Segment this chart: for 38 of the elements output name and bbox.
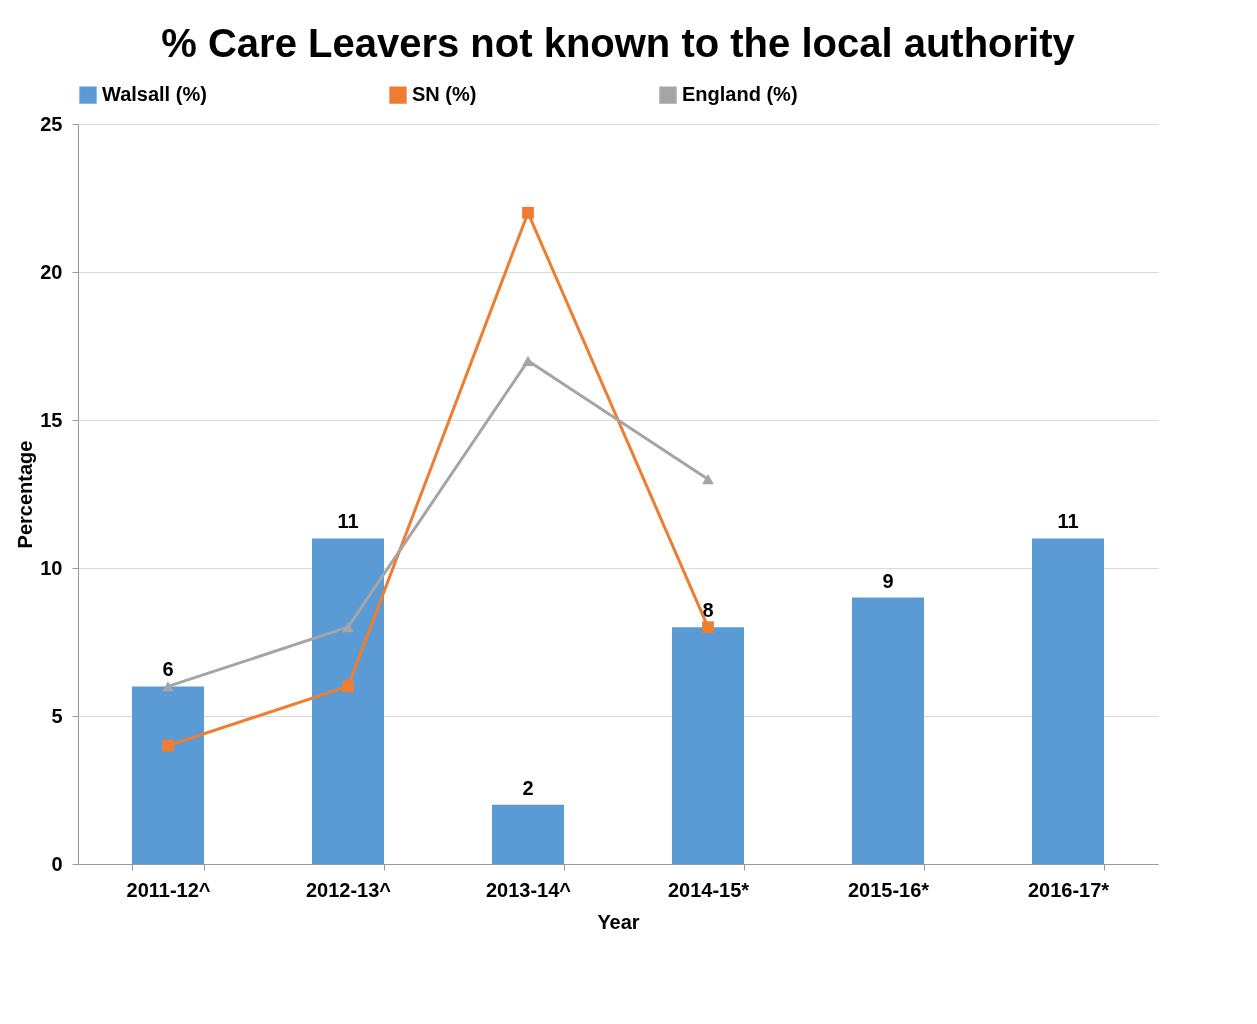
point [342, 680, 354, 693]
bar [672, 627, 744, 864]
bar [312, 538, 384, 864]
x-axis-title: Year [597, 910, 640, 933]
point [342, 622, 354, 633]
data-label: 6 [162, 658, 174, 681]
x-tick-label: 2014-15* [667, 878, 750, 901]
point [162, 739, 174, 752]
y-axis-title: Percentage [14, 440, 37, 549]
chart-title: % Care Leavers not known to the local authority [161, 21, 1076, 65]
bar [852, 597, 924, 864]
legend-label: Walsall (%) [102, 83, 207, 106]
point [522, 355, 534, 366]
legend-label: England (%) [682, 83, 798, 106]
point [162, 681, 174, 692]
x-tick-label: 2015-16* [847, 878, 930, 901]
y-tick-label: 5 [51, 704, 63, 727]
y-tick-label: 25 [40, 112, 63, 135]
x-tick-label: 2012-13^ [305, 878, 392, 901]
data-label: 2 [522, 776, 534, 799]
point [522, 206, 534, 219]
y-tick-label: 0 [51, 852, 63, 875]
point [702, 474, 714, 485]
data-label: 11 [1057, 510, 1079, 533]
data-label: 11 [337, 510, 359, 533]
x-tick-label: 2016-17* [1027, 878, 1110, 901]
legend-label: SN (%) [412, 83, 477, 106]
bar [492, 804, 564, 864]
bar [1032, 538, 1104, 864]
y-tick-label: 10 [40, 556, 63, 579]
data-label: 8 [702, 599, 714, 622]
bar [132, 686, 204, 864]
x-tick-label: 2011-12^ [126, 878, 211, 901]
point [702, 621, 714, 634]
y-tick-label: 20 [40, 260, 63, 283]
data-label: 9 [882, 569, 894, 592]
y-tick-label: 15 [40, 408, 63, 431]
x-tick-label: 2013-14^ [485, 878, 572, 901]
